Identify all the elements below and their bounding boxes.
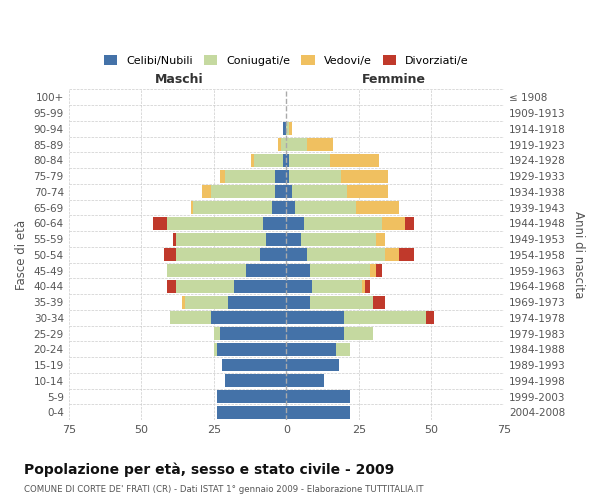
Text: Popolazione per età, sesso e stato civile - 2009: Popolazione per età, sesso e stato civil… [24,462,394,477]
Bar [223,358,286,372]
Bar [310,296,373,308]
Bar [286,122,289,136]
Bar [283,154,286,167]
Bar [373,296,385,308]
Bar [281,138,286,151]
Bar [226,374,286,387]
Bar [376,232,385,245]
Bar [301,232,376,245]
Bar [226,170,275,182]
Text: COMUNE DI CORTE DE' FRATI (CR) - Dati ISTAT 1° gennaio 2009 - Elaborazione TUTTI: COMUNE DI CORTE DE' FRATI (CR) - Dati IS… [24,485,424,494]
Bar [170,312,211,324]
Bar [370,264,376,277]
Bar [278,138,281,151]
Bar [220,327,286,340]
Bar [376,264,382,277]
Bar [286,232,301,245]
Bar [344,327,373,340]
Bar [191,201,193,214]
Bar [292,186,347,198]
Bar [286,280,313,293]
Bar [335,343,350,355]
Bar [185,296,228,308]
Bar [234,280,286,293]
Bar [304,217,382,230]
Bar [286,170,289,182]
Bar [266,232,286,245]
Bar [167,217,263,230]
Bar [405,217,414,230]
Bar [425,312,434,324]
Bar [167,264,245,277]
Text: Maschi: Maschi [155,74,203,86]
Bar [307,138,333,151]
Bar [251,154,254,167]
Bar [214,327,220,340]
Bar [382,217,405,230]
Bar [286,264,310,277]
Bar [286,248,307,262]
Bar [400,248,414,262]
Bar [289,154,330,167]
Y-axis label: Anni di nascita: Anni di nascita [572,211,585,298]
Bar [347,186,388,198]
Bar [167,280,176,293]
Bar [286,406,350,418]
Bar [289,170,341,182]
Bar [176,280,234,293]
Bar [286,327,344,340]
Bar [176,248,260,262]
Bar [286,154,289,167]
Bar [217,343,286,355]
Bar [344,312,425,324]
Bar [245,264,286,277]
Bar [211,186,275,198]
Bar [289,122,292,136]
Bar [286,390,350,403]
Bar [286,138,307,151]
Bar [330,154,379,167]
Bar [385,248,400,262]
Bar [286,343,335,355]
Bar [272,201,286,214]
Bar [286,201,295,214]
Bar [286,186,292,198]
Y-axis label: Fasce di età: Fasce di età [15,220,28,290]
Bar [313,280,362,293]
Bar [182,296,185,308]
Bar [263,217,286,230]
Bar [283,122,286,136]
Bar [254,154,283,167]
Bar [286,312,344,324]
Bar [275,170,286,182]
Bar [286,358,338,372]
Bar [286,296,310,308]
Bar [286,374,324,387]
Bar [341,170,388,182]
Legend: Celibi/Nubili, Coniugati/e, Vedovi/e, Divorziati/e: Celibi/Nubili, Coniugati/e, Vedovi/e, Di… [101,52,472,70]
Bar [295,201,356,214]
Bar [176,232,266,245]
Bar [356,201,400,214]
Bar [153,217,167,230]
Bar [260,248,286,262]
Bar [275,186,286,198]
Bar [228,296,286,308]
Bar [217,406,286,418]
Bar [307,248,385,262]
Bar [193,201,272,214]
Bar [217,390,286,403]
Bar [365,280,370,293]
Bar [286,217,304,230]
Bar [214,343,217,355]
Bar [173,232,176,245]
Bar [362,280,365,293]
Bar [211,312,286,324]
Bar [220,170,226,182]
Bar [202,186,211,198]
Bar [164,248,176,262]
Bar [310,264,370,277]
Text: Femmine: Femmine [362,74,425,86]
